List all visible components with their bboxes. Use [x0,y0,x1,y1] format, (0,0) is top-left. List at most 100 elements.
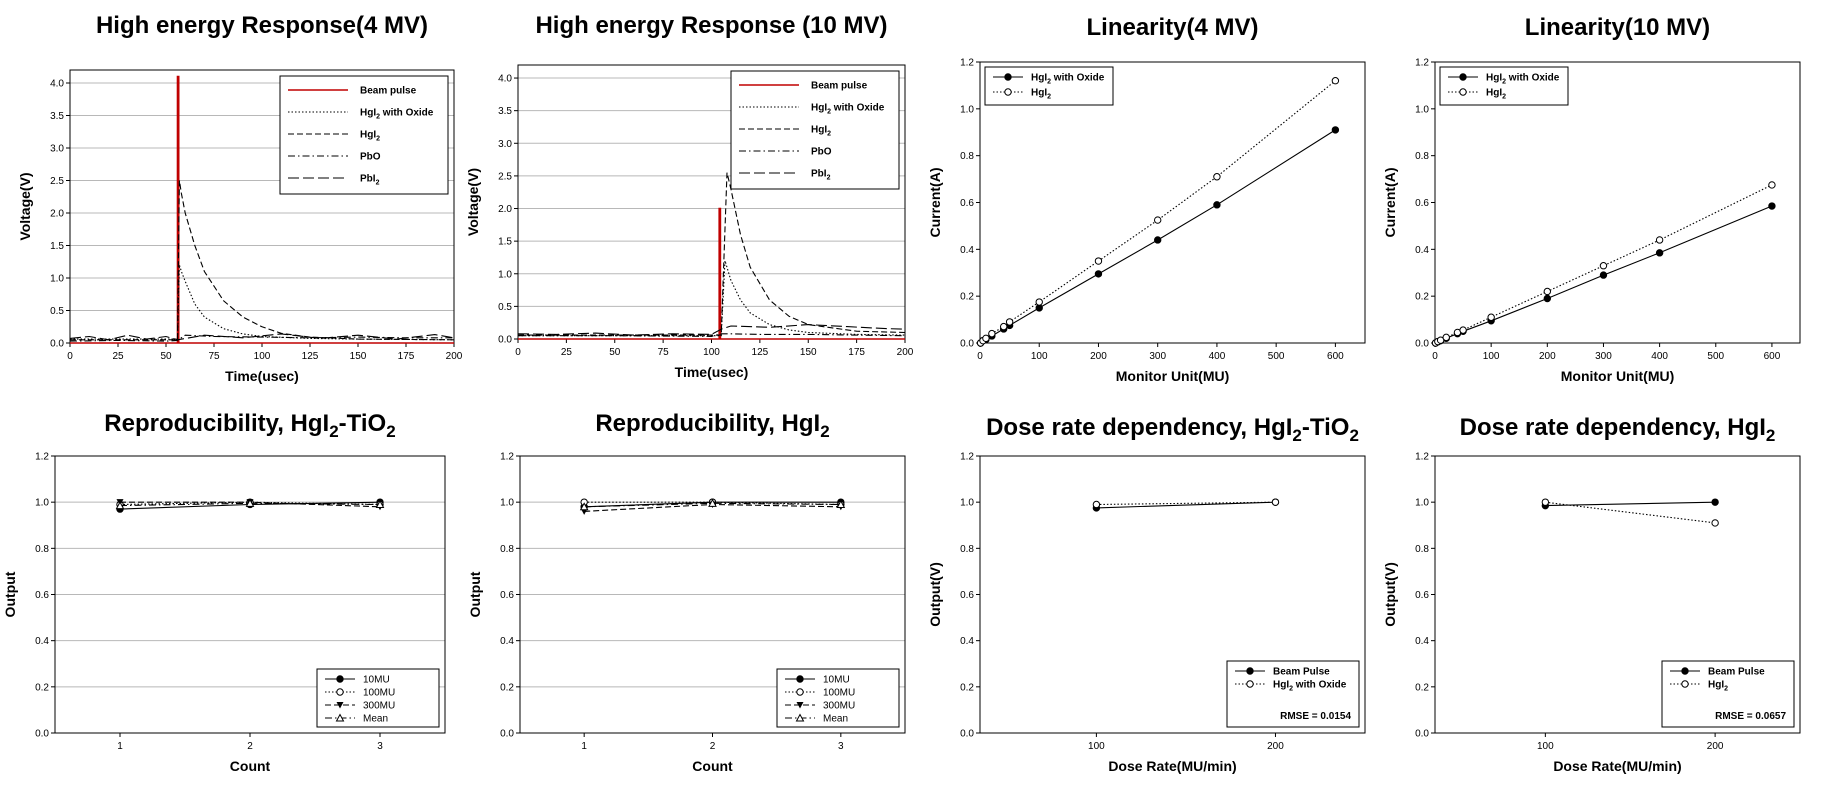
data-point [1213,201,1221,209]
x-tick-label: 75 [208,351,220,362]
data-point [1094,257,1103,265]
x-tick-label: 100 [1031,351,1048,362]
data-point [1487,313,1495,321]
legend-box [279,75,449,195]
data-point [1543,287,1552,296]
data-point [1711,498,1719,506]
y-tick-label: 1.2 [500,452,514,463]
x-tick-label: 200 [446,351,463,362]
x-tick-label: 150 [800,347,817,358]
data-point [1331,77,1340,85]
x-tick-label: 100 [254,351,271,362]
x-tick-label: 100 [1483,351,1500,362]
x-tick-label: 200 [1707,741,1724,752]
legend-marker [795,713,805,722]
legend: 10MU 100MU 300MU Mean [316,668,440,728]
x-tick-label: 2 [247,741,253,752]
x-tick-label: 125 [302,351,319,362]
x-axis-label: Monitor Unit(MU) [1561,368,1675,384]
legend-label: PbO [360,152,381,163]
data-point [1005,318,1014,326]
data-point [1711,519,1719,527]
legend-label: 300MU [363,701,395,712]
legend-label: HgI2​ with Oxide [811,103,885,116]
legend-label: HgI2​ with Oxide [1031,73,1105,86]
x-tick-label: 300 [1595,351,1612,362]
y-tick-label: 0.2 [960,682,974,693]
chart-panel-4: Linearity(10 MV) 0.0 0.2 0.4 0.6 0.8 1.0 1.2 0 10… [1382,14,1801,384]
legend-marker [336,702,344,709]
legend-marker [1681,680,1689,688]
series-line [980,80,1336,344]
y-tick-label: 1.2 [1415,452,1429,463]
legend: Beam pulse HgI2​ with Oxide HgI2​ PbO PbI2​ [730,70,900,190]
y-tick-label: 4.0 [50,79,64,90]
legend-box [1439,66,1569,106]
legend-label: 100MU [823,688,855,699]
legend-marker [796,688,804,696]
series-line [69,333,455,341]
y-tick-label: 1.5 [498,237,512,248]
y-tick-label: 0.6 [1415,198,1429,209]
x-tick-label: 175 [848,347,865,358]
legend-box [984,66,1114,106]
y-tick-label: 0.4 [960,636,974,647]
y-tick-label: 0.5 [498,302,512,313]
chart-panel-2: High energy Response (10 MV) 0.0 0.5 1.0 1.5… [465,12,914,380]
legend-label: Beam Pulse [1273,667,1330,678]
chart-panel-7: Dose rate dependency, HgI2​-TiO2​ 0.0 0.2 0… [927,414,1366,774]
x-tick-label: 1 [581,741,587,752]
x-tick-label: 100 [1537,741,1554,752]
y-tick-label: 0.4 [35,636,49,647]
legend-box [730,70,900,190]
legend-marker [1246,667,1254,675]
x-tick-label: 200 [1090,351,1107,362]
data-point [1599,262,1608,270]
series-line [518,172,906,336]
y-tick-label: 2.0 [50,209,64,220]
y-tick-label: 2.5 [498,171,512,182]
chart-panel-8: Dose rate dependency, HgI2​ 0.0 0.2 0.4 0.6 0… [1382,414,1801,774]
y-tick-label: 0.2 [1415,682,1429,693]
chart-panel-1: High energy Response(4 MV) 0.0 0.5 1.0 1.5 2.… [17,12,463,384]
data-point [708,498,717,507]
series-line [70,180,455,341]
y-tick-label: 0.8 [960,151,974,162]
data-point [1541,498,1550,506]
data-point [1153,236,1162,244]
data-point [1153,216,1162,224]
legend-label: PbO [811,147,832,158]
y-tick-label: 0.6 [960,198,974,209]
y-tick-label: 0.4 [960,245,974,256]
y-tick-label: 1.0 [1415,498,1429,509]
y-tick-label: 1.2 [960,452,974,463]
chart-title: Reproducibility, HgI2​-TiO2​ [104,410,395,441]
legend-marker [1004,88,1012,96]
x-tick-label: 200 [897,347,914,358]
x-tick-label: 600 [1327,351,1344,362]
legend-label: HgI2​ [1708,680,1728,693]
y-tick-label: 1.0 [498,269,512,280]
x-tick-label: 150 [350,351,367,362]
legend-marker [1459,88,1467,96]
y-tick-label: 0.2 [960,292,974,303]
legend-label: HgI2​ [1486,88,1506,101]
y-axis-label: Output [467,571,483,617]
legend-marker [796,675,804,683]
y-axis-label: Voltage(V) [17,172,33,240]
legend-label: HgI2​ [1031,88,1051,101]
series-line [584,502,841,508]
x-tick-label: 75 [658,347,670,358]
data-point [1436,336,1445,344]
y-tick-label: 0.2 [500,682,514,693]
series-line [1096,501,1276,509]
legend-label: Mean [823,714,848,725]
x-tick-label: 400 [1651,351,1668,362]
x-tick-label: 200 [1539,351,1556,362]
legend-label: HgI2​ [811,125,831,138]
y-tick-label: 0.5 [50,306,64,317]
x-tick-label: 2 [710,741,716,752]
y-tick-label: 0.2 [35,682,49,693]
y-tick-label: 0.8 [35,544,49,555]
